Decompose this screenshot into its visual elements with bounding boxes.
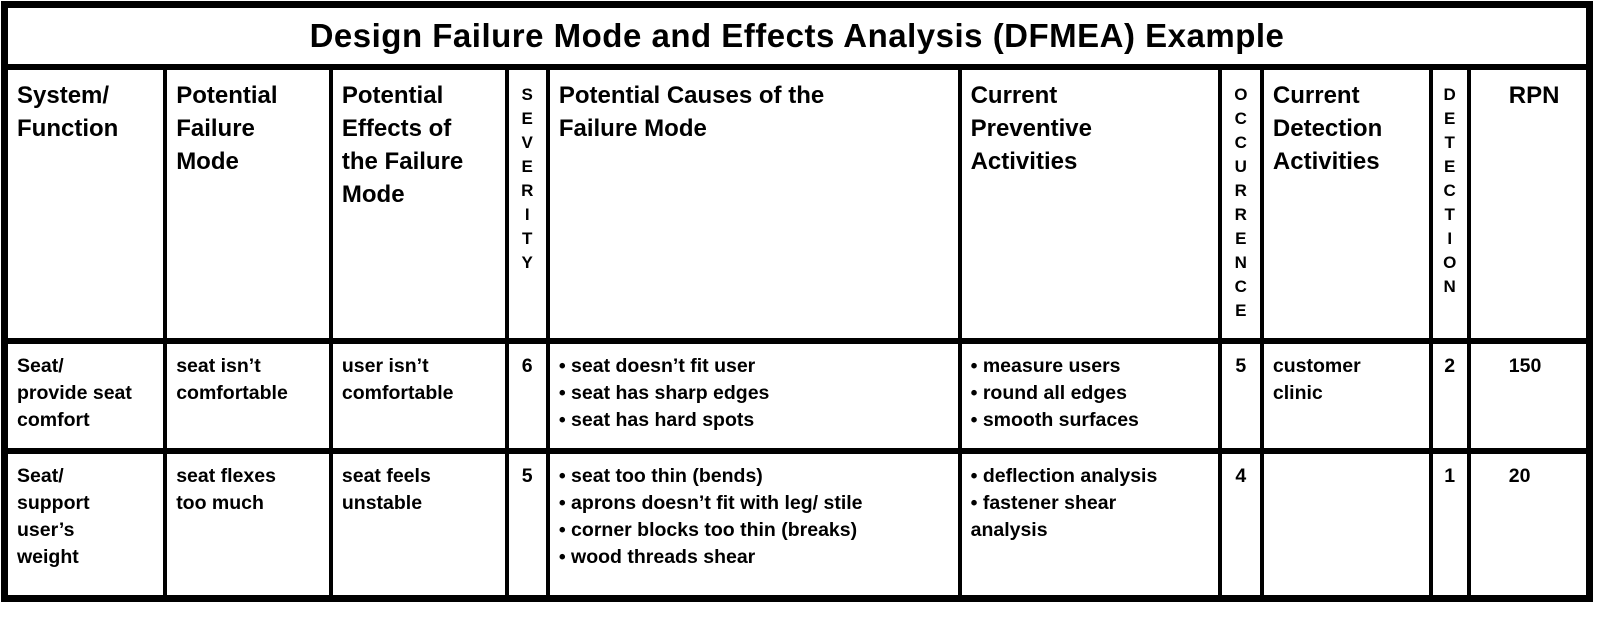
cell-failure-mode: seat flexes too much (163, 448, 333, 601)
cell-occurrence: 4 (1217, 448, 1264, 601)
cell-failure-mode: seat isn’t comfortable (163, 338, 333, 454)
col-header-severity: S E V E R I T Y (504, 64, 550, 344)
col-header-occurrence: O C C U R R E N C E (1217, 64, 1264, 344)
cell-causes: • seat too thin (bends) • aprons doesn’t… (545, 448, 962, 601)
cell-occurrence: 5 (1217, 338, 1264, 454)
cell-detection-activities (1259, 448, 1433, 601)
col-header-current-preventive: Current Preventive Activities (957, 64, 1222, 344)
cell-rpn: 150 (1466, 338, 1592, 454)
col-header-detection: D E T E C T I O N (1428, 64, 1471, 344)
col-header-current-detection: Current Detection Activities (1259, 64, 1433, 344)
table-row-seat-weight: Seat/ support user’s weight seat flexes … (2, 448, 1592, 601)
table-row-seat-comfort: Seat/ provide seat comfort seat isn’t co… (2, 338, 1592, 454)
cell-preventive: • measure users • round all edges • smoo… (957, 338, 1222, 454)
cell-detection: 1 (1428, 448, 1471, 601)
cell-severity: 6 (504, 338, 550, 454)
col-header-system-function: System/ Function (2, 64, 168, 344)
cell-rpn: 20 (1466, 448, 1592, 601)
table-title: Design Failure Mode and Effects Analysis… (2, 2, 1592, 70)
col-header-rpn: RPN (1466, 64, 1592, 344)
col-header-potential-failure-mode: Potential Failure Mode (163, 64, 333, 344)
cell-severity: 5 (504, 448, 550, 601)
cell-preventive: • deflection analysis • fastener shear a… (957, 448, 1222, 601)
header-row: System/ Function Potential Failure Mode … (2, 64, 1592, 344)
cell-effects: seat feels unstable (328, 448, 509, 601)
title-row: Design Failure Mode and Effects Analysis… (2, 2, 1592, 70)
cell-system-function: Seat/ support user’s weight (2, 448, 168, 601)
cell-causes: • seat doesn’t fit user • seat has sharp… (545, 338, 962, 454)
cell-detection: 2 (1428, 338, 1471, 454)
col-header-potential-effects: Potential Effects of the Failure Mode (328, 64, 509, 344)
cell-detection-activities: customer clinic (1259, 338, 1433, 454)
cell-system-function: Seat/ provide seat comfort (2, 338, 168, 454)
cell-effects: user isn’t comfortable (328, 338, 509, 454)
dfmea-table: Design Failure Mode and Effects Analysis… (1, 1, 1593, 602)
col-header-potential-causes: Potential Causes of the Failure Mode (545, 64, 962, 344)
